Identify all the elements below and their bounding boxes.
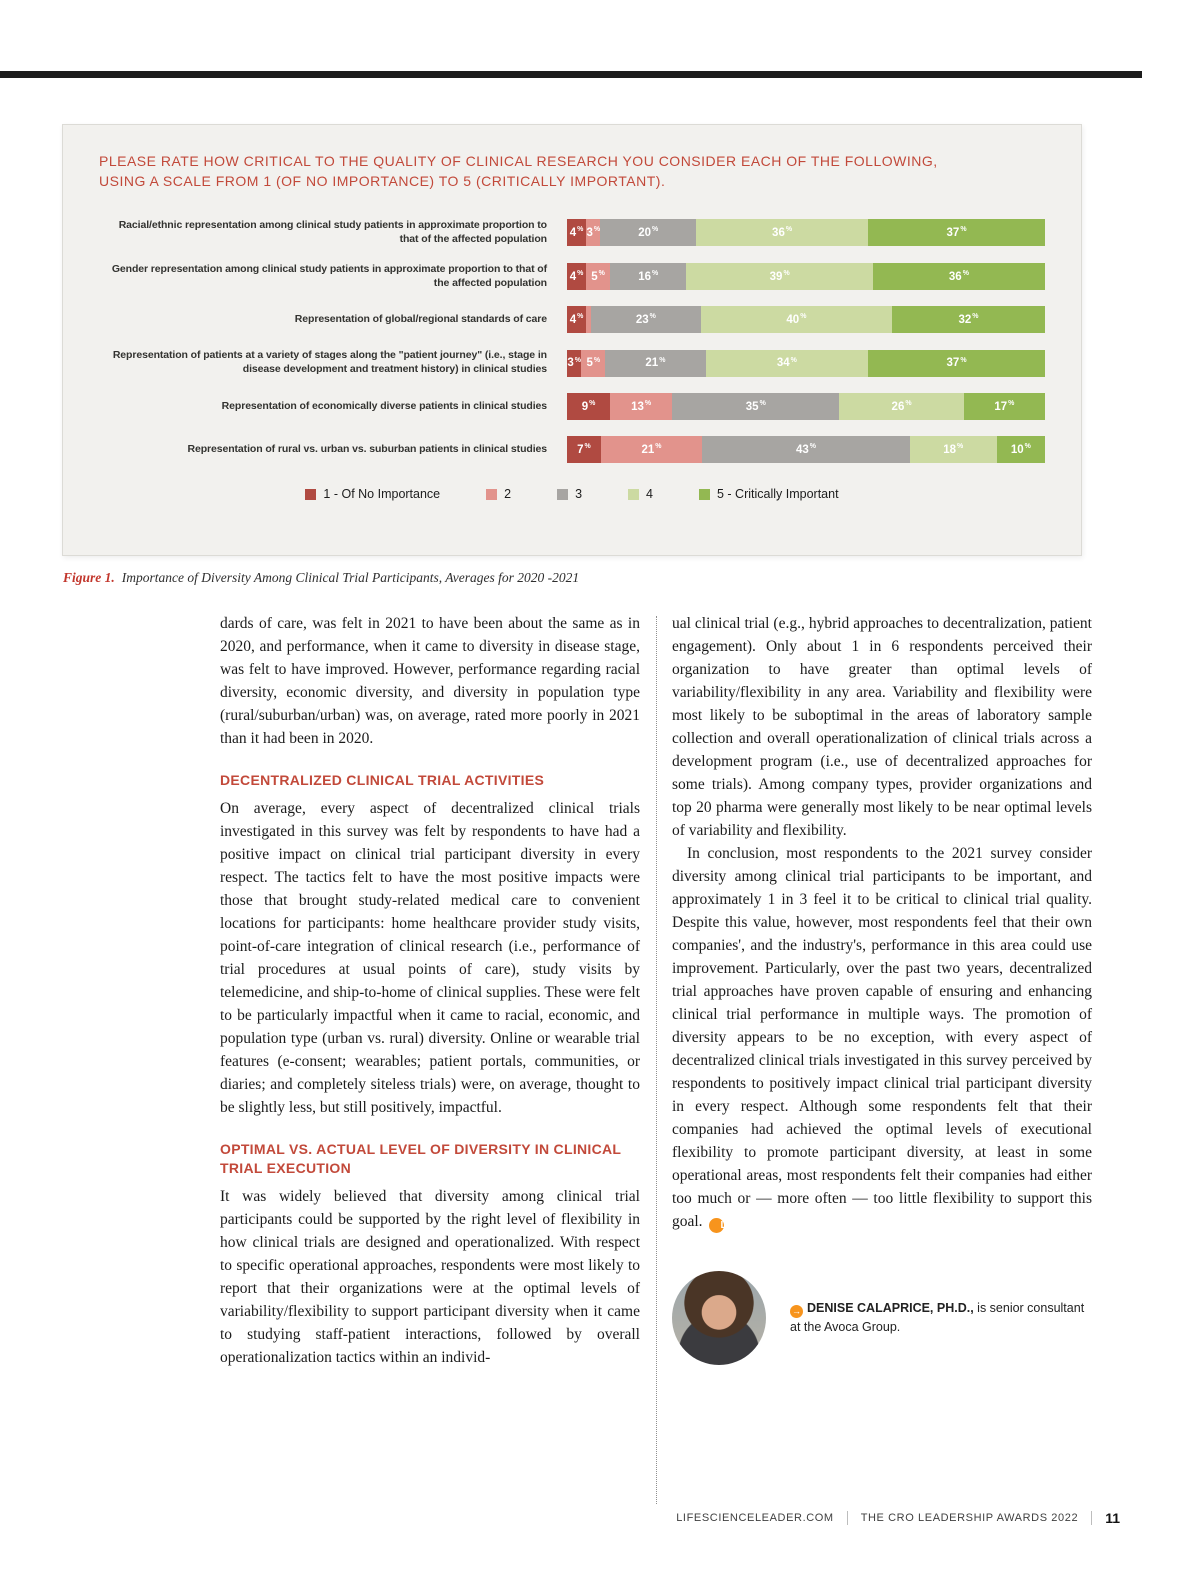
figure-caption-label: Figure 1. [63, 570, 115, 585]
chart-row: Representation of economically diverse p… [99, 393, 1045, 421]
legend-item: 4 [628, 487, 653, 501]
author-bio: → DENISE CALAPRICE, PH.D., is senior cons… [672, 1271, 1092, 1365]
chart-row: Representation of global/regional standa… [99, 306, 1045, 334]
legend-swatch [305, 488, 317, 500]
article-column-1: dards of care, was felt in 2021 to have … [220, 612, 640, 1504]
bar-segment: 10% [996, 436, 1045, 464]
chart-category-label: Representation of patients at a variety … [112, 349, 547, 376]
legend-label: 4 [646, 487, 653, 502]
stacked-bar: 3% 5% 21% 34% 37% [567, 349, 1045, 377]
author-bio-text: → DENISE CALAPRICE, PH.D., is senior cons… [790, 1299, 1086, 1337]
page-number: 11 [1105, 1510, 1120, 1526]
page-top-rule [0, 71, 1142, 78]
paragraph: In conclusion, most respondents to the 2… [672, 842, 1092, 1233]
bar-segment: 40% [700, 306, 892, 334]
bar-segment: 36% [872, 263, 1045, 291]
legend-label: 3 [575, 487, 583, 502]
paragraph-text: In conclusion, most respondents to the 2… [672, 845, 1092, 1230]
bar-segment: 4% [567, 306, 587, 334]
chart-title-line-1: PLEASE RATE HOW CRITICAL TO THE QUALITY … [99, 153, 938, 169]
figure-box: PLEASE RATE HOW CRITICAL TO THE QUALITY … [62, 124, 1082, 556]
bar-segment: 34% [705, 349, 869, 377]
bar-segment: 39% [686, 263, 873, 291]
bar-segment: 3% [586, 219, 601, 247]
bar-segment: 35% [672, 393, 840, 421]
author-name: DENISE CALAPRICE, PH.D., [807, 1301, 974, 1315]
stacked-bar: 4% 3% 20% 36% 37% [567, 219, 1045, 247]
bar-segment: 37% [868, 219, 1045, 247]
paragraph: It was widely believed that diversity am… [220, 1187, 640, 1366]
bar-segment: 16% [610, 263, 687, 291]
footer-divider [846, 1511, 848, 1525]
end-of-article-icon: L [708, 1218, 727, 1233]
bar-segment: 37% [868, 349, 1045, 377]
legend-item: 5 - Critically Important [699, 487, 839, 501]
chart-row: Racial/ethnic representation among clini… [99, 219, 1045, 247]
bar-segment: 9% [567, 393, 611, 421]
article-columns: dards of care, was felt in 2021 to have … [220, 612, 1092, 1504]
legend-label: 2 [504, 487, 512, 502]
bar-segment: 23% [590, 306, 701, 334]
bar-segment: 5% [581, 349, 606, 377]
bar-segment: 4% [567, 263, 587, 291]
section-heading-optimal: OPTIMAL VS. ACTUAL LEVEL OF DIVERSITY IN… [220, 1140, 622, 1176]
bar-segment: 21% [605, 349, 706, 377]
stacked-bar: 9% 13% 35% 26% 17% [567, 393, 1045, 421]
chart-legend: 1 - Of No Importance 2 3 4 5 - Critically Im… [99, 487, 1045, 501]
footer-publication: THE CRO LEADERSHIP AWARDS 2022 [860, 1512, 1079, 1524]
chart-category-label: Representation of rural vs. urban vs. su… [187, 442, 547, 455]
author-photo [672, 1271, 766, 1365]
legend-label: 5 - Critically Important [717, 487, 839, 502]
page-footer: LIFESCIENCELEADER.COM THE CRO LEADERSHIP… [676, 1510, 1120, 1526]
legend-label: 1 - Of No Importance [323, 487, 441, 502]
figure-caption-text: Importance of Diversity Among Clinical T… [121, 570, 580, 585]
legend-swatch [628, 488, 640, 500]
bar-segment: 4% [567, 219, 587, 247]
column-divider [656, 616, 657, 1504]
legend-item: 2 [486, 487, 511, 501]
bar-segment: 26% [839, 393, 964, 421]
bar-segment: 7% [567, 436, 601, 464]
bar-segment [586, 306, 591, 334]
footer-website: LIFESCIENCELEADER.COM [676, 1512, 834, 1524]
bar-segment: 20% [600, 219, 697, 247]
stacked-bar: 4% 5% 16% 39% 36% [567, 263, 1045, 291]
legend-item: 3 [557, 487, 582, 501]
chart-category-label: Racial/ethnic representation among clini… [118, 219, 547, 245]
bar-segment: 32% [892, 306, 1045, 334]
paragraph: On average, every aspect of decentralize… [220, 799, 640, 1116]
legend-item: 1 - Of No Importance [305, 487, 440, 501]
chart-row: Gender representation among clinical stu… [99, 263, 1045, 291]
author-bio-rest: is senior consultant at the Avoca Group. [790, 1301, 1085, 1335]
figure-caption: Figure 1. Importance of Diversity Among C… [63, 570, 579, 586]
legend-swatch [699, 488, 710, 500]
bar-segment: 3% [567, 349, 582, 377]
paragraph: dards of care, was felt in 2021 to have … [220, 615, 640, 747]
stacked-bar: 4% 23% 40% 32% [567, 306, 1045, 334]
chart-rows: Racial/ethnic representation among clini… [99, 219, 1045, 464]
chart-title: PLEASE RATE HOW CRITICAL TO THE QUALITY … [99, 151, 1045, 191]
bar-segment: 36% [696, 219, 869, 247]
chart-category-label: Representation of global/regional standa… [294, 313, 547, 325]
section-heading-decentralized: DECENTRALIZED CLINICAL TRIAL ACTIVITIES [220, 772, 545, 788]
footer-divider [1091, 1511, 1093, 1525]
chart-category-label: Gender representation among clinical stu… [111, 262, 547, 289]
legend-swatch [557, 488, 569, 500]
chart-category-label: Representation of economically diverse p… [221, 399, 547, 412]
bar-segment: 18% [909, 436, 997, 464]
paragraph: ual clinical trial (e.g., hybrid approac… [672, 615, 1092, 839]
chart-title-line-2: USING A SCALE FROM 1 (OF NO IMPORTANCE) … [99, 173, 666, 189]
legend-swatch [486, 488, 498, 500]
bar-segment: 13% [610, 393, 673, 421]
chart-row: Representation of rural vs. urban vs. su… [99, 436, 1045, 464]
chart-row: Representation of patients at a variety … [99, 349, 1045, 377]
bar-segment: 21% [600, 436, 703, 464]
bar-segment: 43% [702, 436, 910, 464]
article-column-2: ual clinical trial (e.g., hybrid approac… [672, 612, 1092, 1504]
stacked-bar: 7% 21% 43% 18% 10% [567, 436, 1045, 464]
arrow-icon: → [790, 1305, 803, 1319]
bar-segment: 5% [586, 263, 610, 291]
bar-segment: 17% [963, 393, 1045, 421]
